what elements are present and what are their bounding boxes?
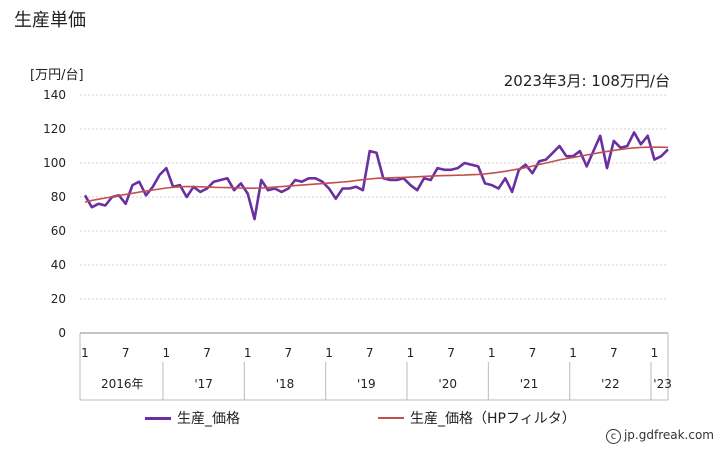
x-tick-label: 7 [529, 346, 537, 360]
site-credit: c jp.gdfreak.com [605, 428, 714, 444]
y-tick-label: 0 [58, 326, 66, 340]
x-tick-label: 1 [325, 346, 333, 360]
y-tick-label: 100 [43, 156, 66, 170]
y-tick-label: 40 [51, 258, 66, 272]
x-tick-label: 7 [610, 346, 618, 360]
x-year-label: '18 [276, 377, 295, 391]
x-tick-label: 1 [81, 346, 89, 360]
y-tick-labels: 0 20 40 60 80 100 120 140 [43, 88, 66, 340]
series-line-price [83, 131, 669, 221]
y-tick-label: 60 [51, 224, 66, 238]
x-axis: 1 7 1 7 1 7 1 7 1 7 1 7 1 7 1 2016年 '17 '18 '19 '20 '21 '22 '2… [79, 332, 672, 401]
x-tick-label: 7 [122, 346, 130, 360]
x-tick-label: 1 [488, 346, 496, 360]
x-year-label: 2016年 [101, 377, 144, 391]
x-tick-label: 1 [569, 346, 577, 360]
latest-value-label: 2023年3月: 108万円/台 [503, 72, 670, 90]
x-tick-label: 1 [244, 346, 252, 360]
x-tick-label: 7 [447, 346, 455, 360]
copyright-icon: c [605, 429, 621, 444]
x-tick-label: 7 [366, 346, 374, 360]
x-tick-label: 7 [285, 346, 293, 360]
y-tick-label: 20 [51, 292, 66, 306]
y-tick-label: 120 [43, 122, 66, 136]
x-year-label: '22 [601, 377, 620, 391]
legend-swatch-hp-filter [378, 417, 404, 419]
y-tick-label: 80 [51, 190, 66, 204]
y-axis-unit: [万円/台] [30, 68, 84, 83]
x-tick-label: 1 [407, 346, 415, 360]
x-year-label: '20 [438, 377, 457, 391]
page-title: 生産単価 [14, 10, 86, 31]
legend-label-price: 生産_価格 [177, 411, 240, 427]
legend-item-price: 生産_価格 [145, 408, 240, 428]
x-tick-label: 7 [203, 346, 211, 360]
series-line-hp-filter [84, 146, 669, 203]
legend-label-hp-filter: 生産_価格（HPフィルタ） [410, 411, 576, 427]
series-lines [83, 131, 669, 221]
legend-item-hp-filter: 生産_価格（HPフィルタ） [378, 408, 576, 428]
x-year-label: '21 [520, 377, 539, 391]
x-year-label: '23 [653, 377, 672, 391]
grid-lines [80, 94, 668, 334]
x-tick-label: 1 [651, 346, 659, 360]
legend-swatch-price [145, 416, 171, 420]
x-tick-label: 1 [163, 346, 171, 360]
x-year-label: '19 [357, 377, 376, 391]
y-tick-label: 140 [43, 88, 66, 102]
x-year-label: '17 [194, 377, 213, 391]
